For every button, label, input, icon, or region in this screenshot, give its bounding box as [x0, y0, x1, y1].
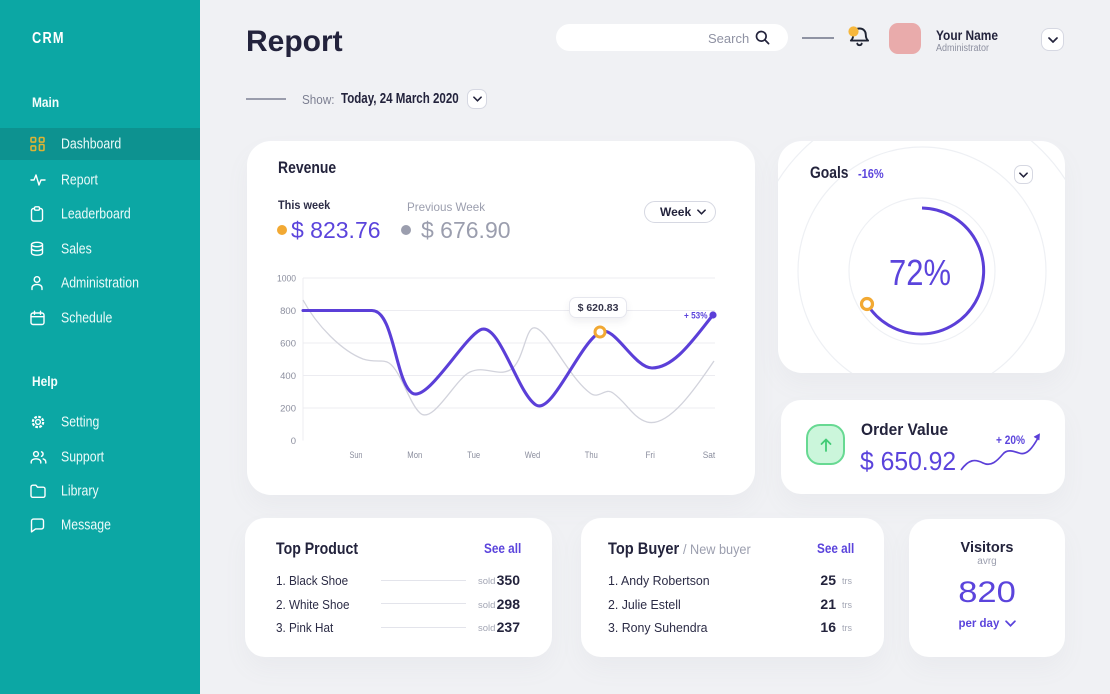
svg-text:Wed: Wed	[525, 450, 541, 461]
svg-text:+ 53%: + 53%	[684, 311, 708, 322]
svg-text:600: 600	[280, 339, 296, 350]
svg-text:+ 20%: + 20%	[996, 435, 1025, 447]
svg-text:Tue: Tue	[467, 450, 480, 461]
svg-text:200: 200	[280, 404, 296, 415]
svg-text:Thu: Thu	[585, 450, 598, 461]
svg-text:Sun: Sun	[350, 450, 363, 461]
svg-text:Fri: Fri	[645, 450, 655, 461]
svg-text:0: 0	[291, 436, 296, 447]
svg-text:1000: 1000	[277, 274, 296, 285]
svg-text:Sat: Sat	[703, 450, 716, 461]
svg-text:400: 400	[280, 371, 296, 382]
svg-text:800: 800	[280, 306, 296, 317]
svg-text:Mon: Mon	[407, 450, 422, 461]
